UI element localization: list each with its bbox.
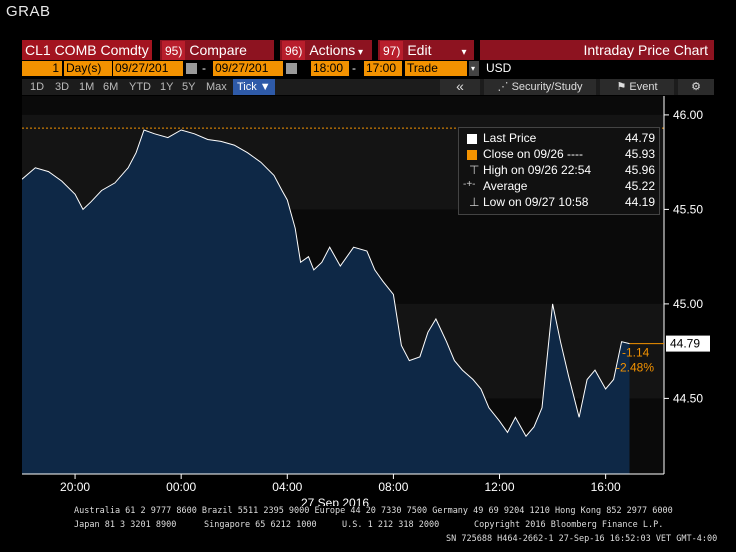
- price-line: [22, 129, 630, 438]
- range-6m[interactable]: 6M: [103, 81, 119, 93]
- date-range-row: 1 Day(s) 09/27/201 - 09/27/201 18:00 - 1…: [22, 61, 714, 76]
- legend-high: ⊤ High on 09/26 22:54 45.96: [459, 163, 659, 179]
- tick-button[interactable]: Tick ▼: [233, 79, 275, 95]
- y-tick-label: 45.50: [673, 202, 703, 216]
- chart-legend[interactable]: Last Price 44.79 Close on 09/26 ---- 45.…: [458, 127, 660, 215]
- legend-average: -+- Average 45.22: [459, 179, 659, 195]
- edit-dropdown-icon: ▾: [461, 47, 467, 58]
- footer-line-2c: U.S. 1 212 318 2000: [342, 520, 440, 530]
- start-time-field[interactable]: 18:00: [311, 61, 349, 76]
- price-tags: 44.79 -1.14-2.48%: [616, 335, 710, 375]
- legend-close-label: Close on 09/26 ----: [483, 147, 584, 161]
- currency-label: USD: [486, 61, 512, 75]
- range-1y[interactable]: 1Y: [160, 81, 174, 93]
- y-axis-ticks: 44.50 45.00 45.50 46.00: [664, 108, 703, 405]
- chart-title-bar: Intraday Price Chart: [480, 40, 714, 60]
- event-label: Event: [629, 81, 658, 93]
- range-dash: -: [202, 61, 206, 75]
- x-tick-label: 16:00: [591, 480, 621, 494]
- time-dash: -: [352, 61, 356, 75]
- range-3d[interactable]: 3D: [55, 81, 70, 93]
- x-axis-date-label: 27 Sep 2016: [301, 496, 369, 506]
- field-dropdown-icon[interactable]: ▾: [469, 61, 479, 76]
- actions-dropdown-icon: ▾: [355, 47, 364, 58]
- edit-number: 97): [380, 41, 404, 60]
- end-calendar-icon[interactable]: [286, 63, 297, 74]
- y-tick-label: 44.50: [673, 391, 703, 405]
- ticker-text: CL1 COMB Comdty: [25, 42, 149, 58]
- x-axis-ticks: 20:00 00:00 04:00 08:00 12:00 16:00 27 Sep 201…: [60, 474, 621, 506]
- period-count-field[interactable]: 1: [22, 61, 62, 76]
- range-ytd[interactable]: YTD: [129, 81, 151, 93]
- end-time-field[interactable]: 17:00: [364, 61, 402, 76]
- x-tick-label: 12:00: [485, 480, 515, 494]
- legend-close-value: 45.93: [624, 147, 655, 161]
- footer-line-2a: Japan 81 3 3201 8900: [74, 520, 177, 530]
- legend-average-value: 45.22: [624, 179, 655, 193]
- range-1d[interactable]: 1D: [30, 81, 45, 93]
- window-title: GRAB: [6, 3, 51, 20]
- actions-button[interactable]: 96) Actions ▾: [280, 40, 372, 60]
- footer-line-1: Australia 61 2 9777 8600 Brazil 5511 239…: [74, 506, 673, 516]
- footer-line-3: SN 725688 H464-2662-1 27-Sep-16 16:52:03…: [446, 534, 718, 544]
- security-study-label: Security/Study: [511, 81, 583, 93]
- x-tick-label: 20:00: [60, 480, 90, 494]
- start-calendar-icon[interactable]: [186, 63, 197, 74]
- edit-button[interactable]: 97) Edit ▾: [378, 40, 474, 60]
- period-unit-field[interactable]: Day(s): [64, 61, 112, 76]
- legend-last-label: Last Price: [483, 131, 537, 145]
- x-tick-label: 08:00: [378, 480, 408, 494]
- footer-line-2b: Singapore 65 6212 1000: [204, 520, 317, 530]
- end-date-field[interactable]: 09/27/201: [213, 61, 283, 76]
- high-marker-icon: ⊤: [469, 163, 480, 177]
- command-toolbar: CL1 COMB Comdty 95) Compare 96) Actions ▾ …: [22, 40, 714, 60]
- start-date-field[interactable]: 09/27/201: [113, 61, 183, 76]
- navigation-bar: 1D 3D 1M 6M YTD 1Y 5Y Max Tick ▼ « ⋰ Sec…: [22, 79, 714, 95]
- legend-close: Close on 09/26 ---- 45.93: [459, 147, 659, 163]
- last-price-tag: 44.79: [670, 337, 700, 351]
- compare-button[interactable]: 95) Compare: [160, 40, 274, 60]
- event-button[interactable]: ⚑ Event: [600, 79, 674, 95]
- actions-label: Actions: [309, 42, 356, 58]
- y-tick-label: 45.00: [673, 297, 703, 311]
- legend-swatch-orange: [467, 150, 477, 160]
- average-marker-icon: -+-: [463, 179, 476, 190]
- legend-high-label: High on 09/26 22:54: [483, 163, 592, 177]
- legend-low: ⊥ Low on 09/27 10:58 44.19: [459, 195, 659, 211]
- flag-icon: ⚑: [616, 81, 630, 93]
- range-1m[interactable]: 1M: [79, 81, 95, 93]
- security-ticker-field[interactable]: CL1 COMB Comdty: [22, 40, 152, 60]
- last-price-tag-box: [666, 335, 710, 352]
- security-study-icon: ⋰: [497, 81, 512, 93]
- x-tick-label: 00:00: [166, 480, 196, 494]
- change-percent: -2.48%: [616, 361, 654, 375]
- compare-label: Compare: [189, 42, 247, 58]
- settings-gear-icon[interactable]: ⚙: [678, 79, 714, 95]
- range-max[interactable]: Max: [206, 81, 227, 93]
- field-select[interactable]: Trade: [405, 61, 467, 76]
- change-value: -1.14: [622, 346, 650, 360]
- legend-average-label: Average: [483, 179, 528, 193]
- legend-low-value: 44.19: [624, 195, 655, 209]
- actions-number: 96): [282, 41, 306, 60]
- legend-swatch-white: [467, 134, 477, 144]
- range-5y[interactable]: 5Y: [182, 81, 196, 93]
- back-button[interactable]: «: [440, 79, 480, 95]
- price-area: [22, 130, 630, 474]
- compare-number: 95): [162, 41, 186, 60]
- y-tick-label: 46.00: [673, 108, 703, 122]
- legend-last-value: 44.79: [624, 131, 655, 145]
- security-study-button[interactable]: ⋰ Security/Study: [484, 79, 596, 95]
- low-marker-icon: ⊥: [469, 195, 480, 209]
- edit-label: Edit: [407, 42, 432, 58]
- footer-line-2d: Copyright 2016 Bloomberg Finance L.P.: [474, 520, 664, 530]
- x-tick-label: 04:00: [272, 480, 302, 494]
- legend-low-label: Low on 09/27 10:58: [483, 195, 589, 209]
- legend-high-value: 45.96: [624, 163, 655, 177]
- legend-last-price: Last Price 44.79: [459, 131, 659, 147]
